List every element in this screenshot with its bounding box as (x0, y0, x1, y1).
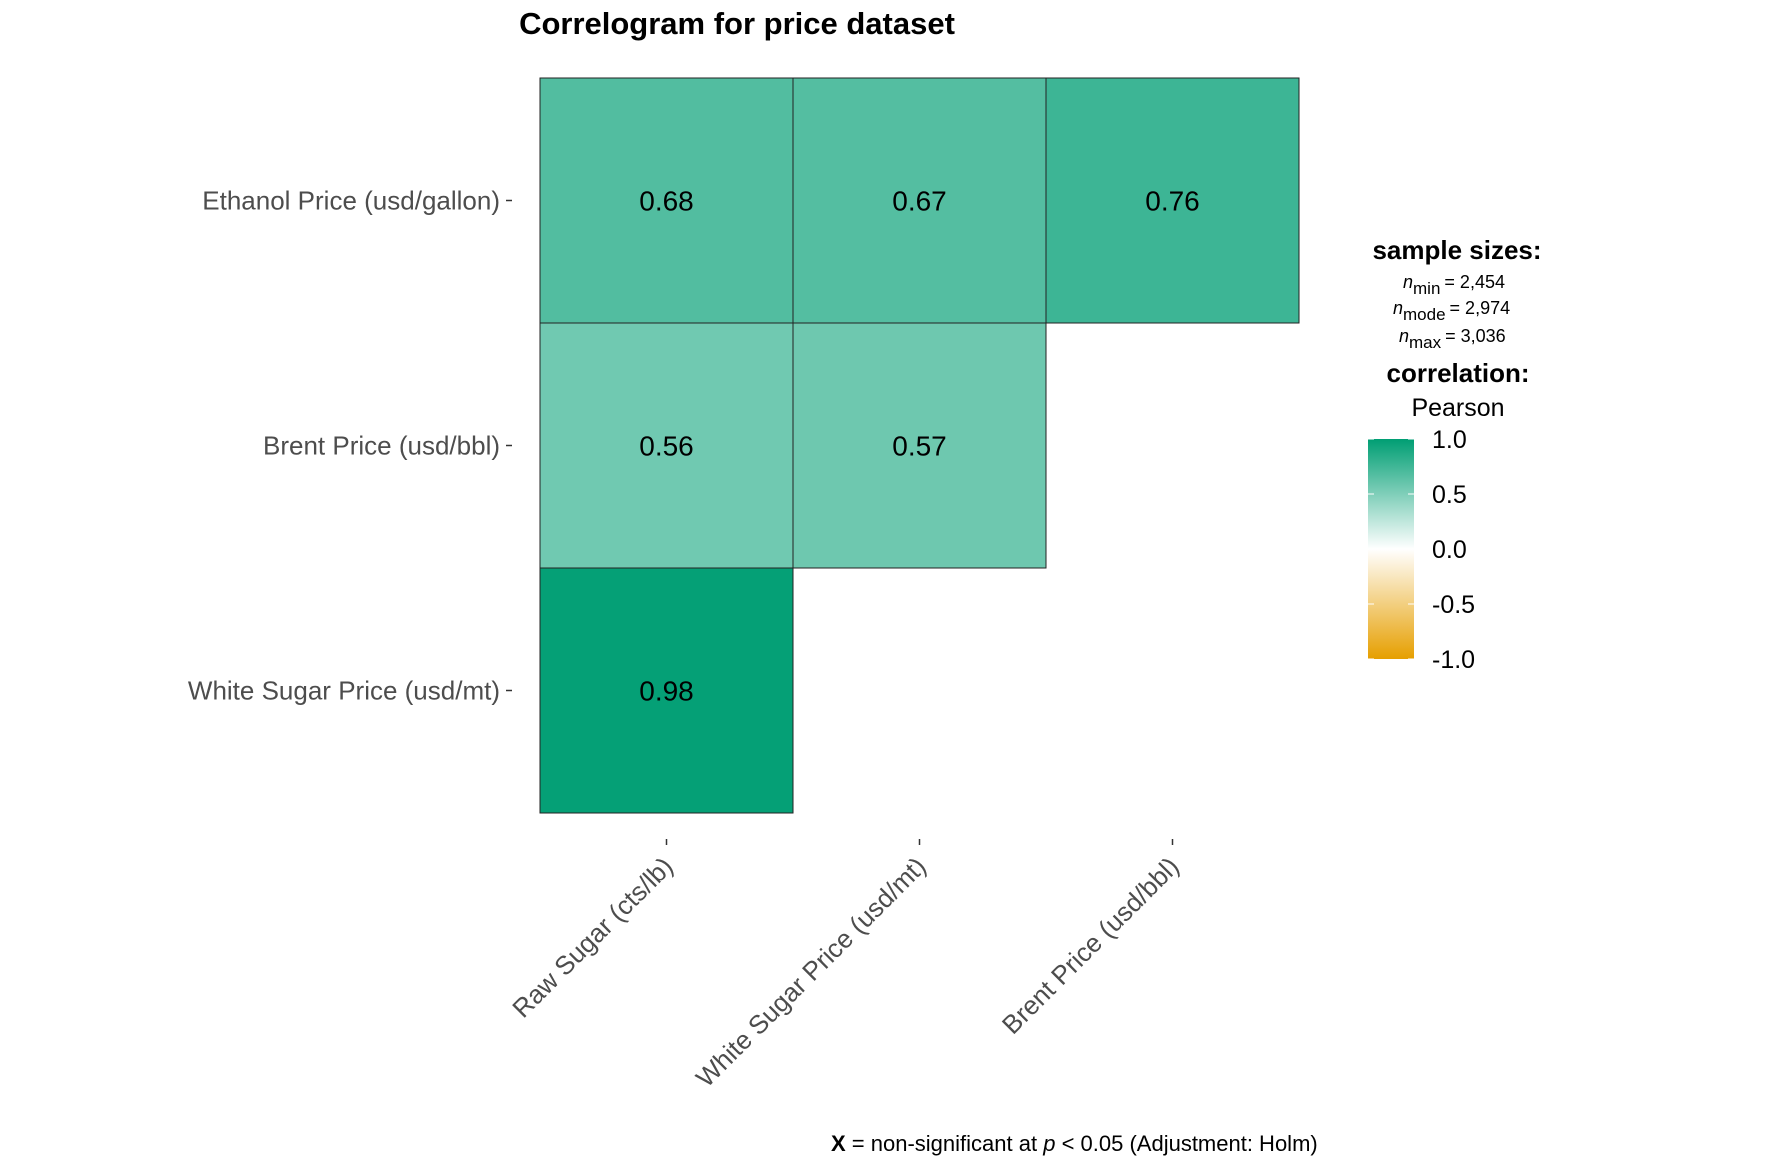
legend-n-mode: nmode = 2,974 (1393, 298, 1510, 324)
cell-value-label: 0.98 (639, 676, 694, 707)
cell-white-sugar-price-usd-mt-x-raw-sugar-cts-lb (539, 567, 794, 814)
legend-n-min: nmin = 2,454 (1403, 272, 1505, 298)
cell-value-label: 0.56 (639, 431, 694, 462)
legend-ticks: 1.0 0.5 0.0 -0.5 -1.0 (1368, 426, 1475, 674)
cell-value-label: 0.67 (892, 186, 947, 217)
cell-ethanol-price-usd-gallon-x-brent-price-usd-bbl (1045, 77, 1300, 324)
legend-n-max: nmax = 3,036 (1399, 326, 1506, 352)
heatmap-cells: 0.68 0.67 0.76 0.56 0.57 0.98 (539, 77, 1300, 814)
y-label-brent-price-usd-bbl: Brent Price (usd/bbl) (263, 431, 500, 461)
legend-tick-label: 0.0 (1432, 536, 1467, 564)
legend-colorbar (1368, 439, 1414, 659)
x-label-white-sugar-price-usd-mt: White Sugar Price (usd/mt) (690, 851, 932, 1093)
cell-ethanol-price-usd-gallon-x-white-sugar-price-usd-mt (792, 77, 1047, 324)
y-label-white-sugar-price-usd-mt: White Sugar Price (usd/mt) (188, 676, 500, 706)
legend-correlation-title: correlation: (1386, 358, 1529, 388)
x-label-brent-price-usd-bbl: Brent Price (usd/bbl) (996, 851, 1185, 1040)
legend: sample sizes: nmin = 2,454 nmode = 2,974 n… (1368, 235, 1542, 674)
cell-ethanol-price-usd-gallon-x-raw-sugar-cts-lb (539, 77, 794, 324)
legend-tick-label: -0.5 (1432, 591, 1475, 619)
cell-value-label: 0.76 (1145, 186, 1200, 217)
x-label-raw-sugar-cts-lb: Raw Sugar (cts/lb) (506, 851, 678, 1023)
cell-brent-price-usd-bbl-x-raw-sugar-cts-lb (539, 322, 794, 569)
cell-value-label: 0.68 (639, 186, 694, 217)
cell-value-label: 0.57 (892, 431, 947, 462)
legend-tick-label: -1.0 (1432, 646, 1475, 674)
legend-tick-label: 1.0 (1432, 426, 1467, 454)
caption: X = non-significant at p < 0.05 (Adjustm… (831, 1131, 1318, 1156)
chart-title: Correlogram for price dataset (519, 6, 955, 41)
legend-tick-label: 0.5 (1432, 481, 1467, 509)
cell-brent-price-usd-bbl-x-white-sugar-price-usd-mt (792, 322, 1047, 569)
y-axis-labels: Ethanol Price (usd/gallon) Brent Price (u… (188, 186, 512, 706)
y-label-ethanol-price-usd-gallon: Ethanol Price (usd/gallon) (202, 186, 500, 216)
legend-method: Pearson (1411, 394, 1504, 422)
legend-sample-sizes-title: sample sizes: (1372, 235, 1541, 265)
x-axis-labels: Raw Sugar (cts/lb) White Sugar Price (usd… (506, 839, 1185, 1093)
